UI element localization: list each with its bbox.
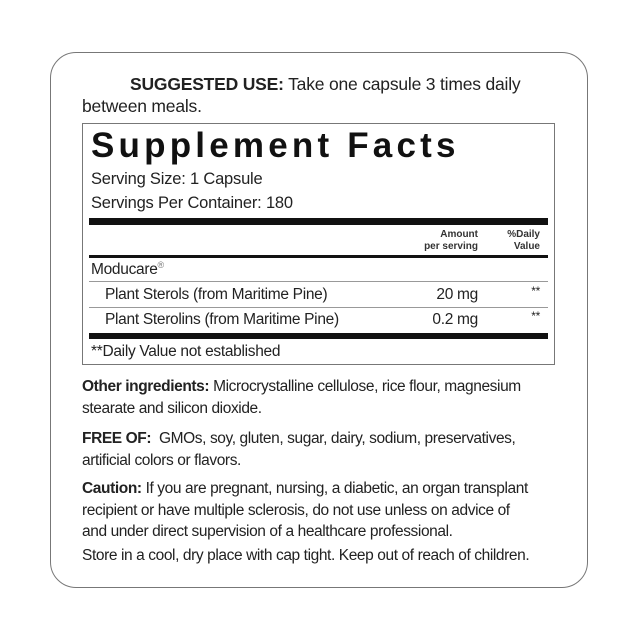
- ingredient-dv: **: [531, 284, 540, 298]
- ingredient-amount: 20 mg: [436, 286, 478, 303]
- facts-title: Supplement Facts: [91, 126, 460, 165]
- other-ingredients: Other ingredients: Microcrystalline cell…: [82, 378, 521, 395]
- other-ingredients-2: stearate and silicon dioxide.: [82, 400, 262, 417]
- storage-instructions: Store in a cool, dry place with cap tigh…: [82, 547, 530, 564]
- supplement-facts-panel: Supplement Facts Serving Size: 1 Capsule…: [82, 123, 555, 365]
- suggested-use-text: Take one capsule 3 times daily: [283, 74, 521, 94]
- footnote: **Daily Value not established: [91, 343, 281, 360]
- suggested-use-text-2: between meals.: [82, 96, 202, 116]
- free-of: FREE OF: GMOs, soy, gluten, sugar, dairy…: [82, 430, 516, 447]
- serving-size: Serving Size: 1 Capsule: [91, 170, 263, 188]
- divider: [89, 281, 548, 282]
- header-divider: [89, 255, 548, 258]
- label-border: [50, 52, 588, 588]
- servings-per-container: Servings Per Container: 180: [91, 194, 293, 212]
- thick-divider: [89, 333, 548, 339]
- suggested-use: SUGGESTED USE: Take one capsule 3 times …: [82, 73, 552, 117]
- daily-value-header: %Daily Value: [507, 229, 540, 252]
- ingredient-amount: 0.2 mg: [432, 311, 478, 328]
- ingredient-name: Plant Sterols (from Maritime Pine): [105, 286, 328, 303]
- ingredient-name: Plant Sterolins (from Maritime Pine): [105, 311, 339, 328]
- caution-3: and under direct supervision of a health…: [82, 523, 453, 540]
- free-of-2: artificial colors or flavors.: [82, 452, 241, 469]
- group-name: Moducare®: [91, 260, 164, 279]
- amount-header: Amount per serving: [424, 229, 478, 252]
- caution: Caution: If you are pregnant, nursing, a…: [82, 480, 528, 497]
- suggested-use-label: SUGGESTED USE:: [130, 74, 284, 94]
- thick-divider: [89, 218, 548, 225]
- divider: [89, 307, 548, 308]
- caution-2: recipient or have multiple sclerosis, do…: [82, 502, 510, 519]
- ingredient-dv: **: [531, 309, 540, 323]
